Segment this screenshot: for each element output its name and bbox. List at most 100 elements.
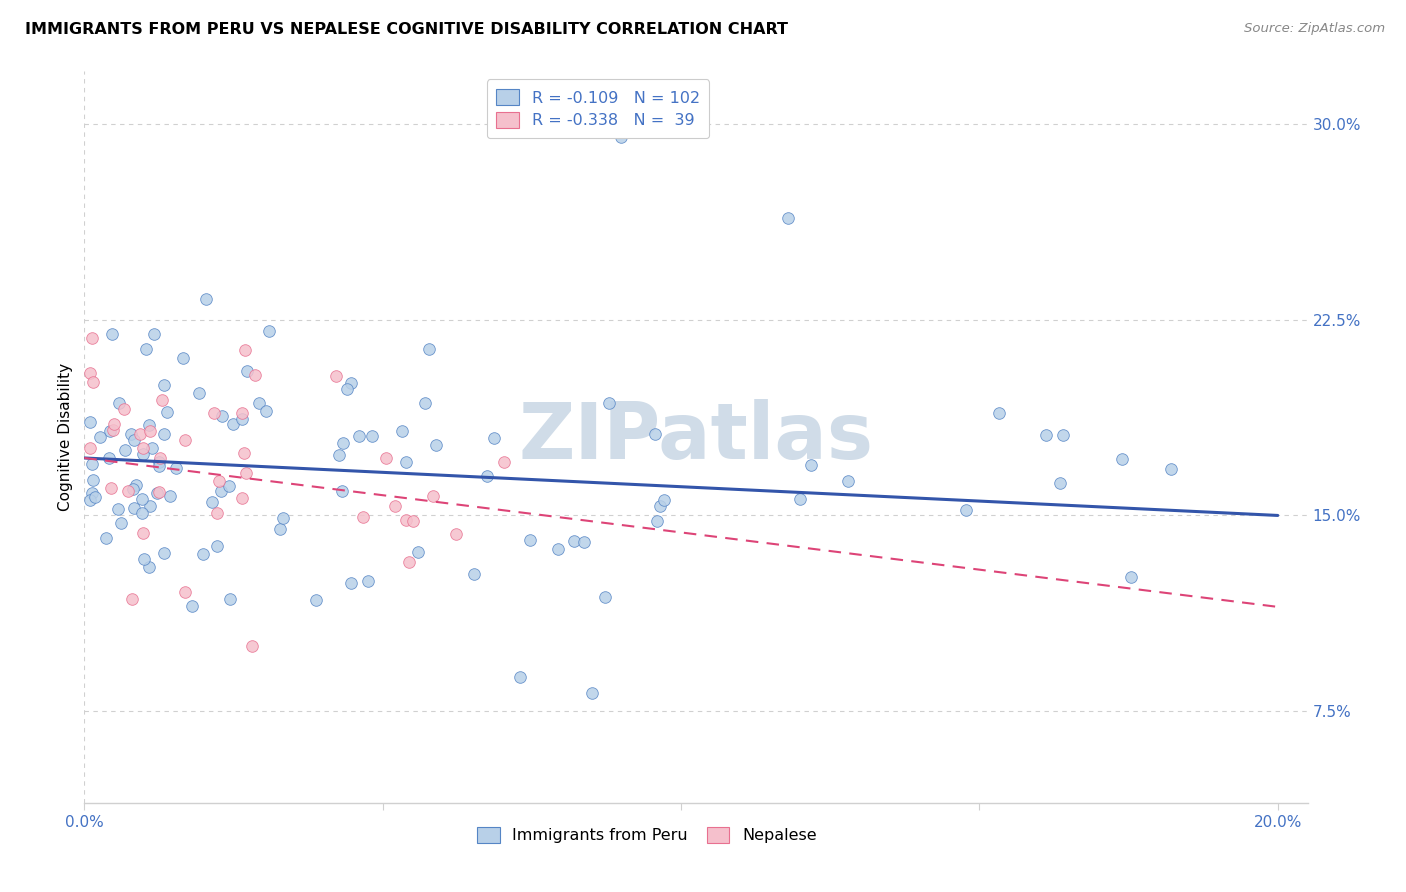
Text: ZIPatlas: ZIPatlas <box>519 399 873 475</box>
Point <box>188 386 211 401</box>
Point <box>83 491 105 505</box>
Point <box>89 430 111 444</box>
Point <box>138 418 160 433</box>
Point <box>231 412 253 426</box>
Point <box>648 499 671 513</box>
Point <box>135 342 157 356</box>
Point <box>131 491 153 506</box>
Point <box>837 474 859 488</box>
Point <box>129 426 152 441</box>
Point <box>103 417 125 432</box>
Point <box>425 438 447 452</box>
Text: Source: ZipAtlas.com: Source: ZipAtlas.com <box>1244 22 1385 36</box>
Point <box>79 442 101 456</box>
Point <box>82 376 104 390</box>
Point <box>1119 570 1142 584</box>
Point <box>325 369 347 384</box>
Point <box>146 486 169 500</box>
Point <box>1049 475 1071 490</box>
Point <box>98 450 121 465</box>
Point <box>132 441 155 455</box>
Point <box>218 478 240 492</box>
Point <box>82 473 104 487</box>
Point <box>391 424 413 438</box>
Point <box>645 514 668 528</box>
Point <box>955 503 977 517</box>
Point <box>79 492 101 507</box>
Point <box>153 546 176 560</box>
Point <box>257 324 280 338</box>
Point <box>121 592 143 607</box>
Point <box>101 424 124 438</box>
Point <box>149 450 172 465</box>
Point <box>352 509 374 524</box>
Point <box>148 485 170 500</box>
Point <box>494 455 516 469</box>
Point <box>209 484 232 499</box>
Point <box>218 592 240 607</box>
Point <box>332 436 354 450</box>
Point <box>94 531 117 545</box>
Point <box>112 401 135 416</box>
Point <box>328 448 350 462</box>
Point <box>384 499 406 513</box>
Point <box>547 541 569 556</box>
Point <box>413 395 436 409</box>
Point <box>100 481 122 495</box>
Point <box>509 670 531 684</box>
Y-axis label: Cognitive Disability: Cognitive Disability <box>58 363 73 511</box>
Point <box>156 405 179 419</box>
Point <box>644 427 666 442</box>
Point <box>153 427 176 442</box>
Point <box>138 424 160 438</box>
Point <box>80 486 103 500</box>
Point <box>401 514 423 528</box>
Point <box>79 415 101 429</box>
Point <box>222 417 245 431</box>
Point <box>148 458 170 473</box>
Point <box>165 461 187 475</box>
Point <box>233 343 256 358</box>
Point <box>125 478 148 492</box>
Point <box>236 364 259 378</box>
Point <box>340 576 363 591</box>
Point <box>143 326 166 341</box>
Point <box>233 446 256 460</box>
Point <box>208 474 231 488</box>
Point <box>148 455 170 469</box>
Point <box>789 492 811 507</box>
Point <box>114 443 136 458</box>
Point <box>406 545 429 559</box>
Legend: Immigrants from Peru, Nepalese: Immigrants from Peru, Nepalese <box>471 821 824 850</box>
Point <box>446 527 468 541</box>
Point <box>330 484 353 499</box>
Point <box>394 513 416 527</box>
Point <box>519 533 541 547</box>
Point <box>1035 427 1057 442</box>
Point <box>800 458 823 472</box>
Point <box>131 506 153 520</box>
Point <box>1052 427 1074 442</box>
Point <box>181 599 204 613</box>
Point <box>235 466 257 480</box>
Point <box>254 404 277 418</box>
Point <box>610 129 633 144</box>
Point <box>357 574 380 589</box>
Point <box>243 368 266 382</box>
Point <box>778 211 800 225</box>
Point <box>463 566 485 581</box>
Point <box>595 590 617 604</box>
Point <box>581 686 603 700</box>
Point <box>82 457 104 471</box>
Point <box>360 429 382 443</box>
Point <box>269 522 291 536</box>
Point <box>375 450 398 465</box>
Point <box>122 433 145 447</box>
Point <box>132 526 155 541</box>
Point <box>153 377 176 392</box>
Point <box>191 547 214 561</box>
Point <box>124 500 146 515</box>
Point <box>395 455 418 469</box>
Point <box>231 406 253 420</box>
Point <box>132 447 155 461</box>
